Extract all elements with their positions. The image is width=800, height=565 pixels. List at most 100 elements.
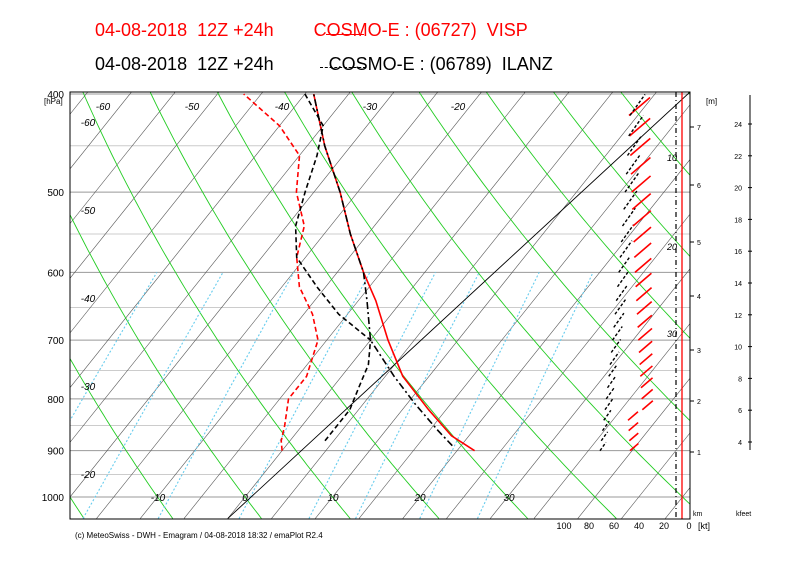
isotherm-line [70, 92, 176, 225]
dry-adiabat-line [418, 92, 690, 422]
mixing-ratio-line [82, 272, 224, 519]
kfeet-tick-label: 4 [738, 440, 742, 447]
kfeet-tick-label: 14 [734, 281, 742, 288]
wind-barb-ilanz [614, 299, 627, 315]
isotherm-label: -60 [96, 102, 111, 113]
height-km-tick-label: 2 [697, 399, 701, 406]
mixing-ratio-line [355, 272, 480, 519]
wind-barb-ilanz [629, 94, 646, 116]
isotherm-line [358, 104, 690, 519]
wind-barb-visp [634, 257, 652, 273]
wind-barb-visp [639, 353, 653, 366]
wind-barb-ilanz [608, 363, 618, 377]
wind-barb-ilanz [624, 172, 640, 193]
wind-barb-ilanz [618, 255, 631, 273]
dry-adiabat-line [70, 357, 174, 519]
isotherm-label: -40 [81, 294, 96, 305]
height-km-tick-label: 1 [697, 450, 701, 457]
emagram-grid [0, 71, 690, 519]
wind-barb-visp [640, 377, 654, 389]
wind-barb-ilanz [610, 338, 622, 353]
isotherm-label: 20 [413, 493, 426, 504]
wind-speed-tick-label: 80 [584, 521, 594, 531]
kfeet-tick-label: 20 [734, 186, 742, 193]
reference-diagonal-line [227, 92, 690, 519]
wind-speed-tick-label: 100 [556, 521, 571, 531]
wind-barb-visp [631, 175, 652, 193]
isotherm-label: 0 [242, 493, 248, 504]
pressure-unit-label: [hPa] [44, 97, 63, 106]
wind-speed-label: 10 [667, 153, 677, 163]
kfeet-tick-label: 18 [734, 217, 742, 224]
dry-adiabat-line [620, 92, 690, 176]
isotherm-label: -10 [151, 493, 166, 504]
kfeet-tick-label: 8 [738, 376, 742, 383]
wind-barb-ilanz [609, 351, 620, 365]
wind-barb-ilanz [615, 285, 628, 302]
wind-barb-visp [628, 96, 651, 117]
isotherm-line [315, 92, 657, 519]
isotherm-label: -50 [81, 206, 96, 217]
wind-barb-visp [629, 137, 651, 157]
legend-line-visp [326, 34, 364, 35]
wind-barb-visp [637, 314, 653, 328]
height-km-tick-label: 7 [697, 125, 701, 132]
wind-barb-visp [641, 400, 654, 411]
dry-adiabat-line [216, 92, 528, 519]
isotherm-line [70, 92, 307, 389]
plot-frame [69, 91, 691, 520]
wind-barb-visp [632, 210, 652, 227]
wind-barb-visp [629, 117, 651, 137]
dewpoint-line-visp [243, 93, 319, 451]
wind-barb-ilanz [628, 115, 644, 137]
height-km-tick-label: 4 [697, 294, 701, 301]
pressure-tick-label: 600 [47, 268, 64, 279]
isotherm-label: -30 [363, 102, 378, 113]
mixing-ratio-line [419, 272, 540, 519]
wind-barb-visp [637, 327, 653, 341]
isotherm-label: 30 [503, 493, 515, 504]
wind-barb-ilanz [605, 387, 615, 400]
mixing-ratio-line [238, 272, 371, 519]
isotherm-line [0, 71, 17, 518]
isotherm-line [70, 92, 395, 498]
pressure-tick-label: 700 [47, 336, 64, 347]
dewpoint-line-ilanz [294, 93, 372, 442]
dry-adiabat-line [149, 92, 440, 519]
wind-barb-ilanz [613, 312, 625, 328]
wind-barb-ilanz [626, 135, 643, 156]
isotherm-label: -20 [451, 102, 466, 113]
wind-barb-visp [628, 432, 639, 442]
height-km-tick-label: 5 [697, 240, 701, 247]
isotherm-label: -20 [81, 470, 96, 481]
wind-barb-ilanz [623, 190, 638, 210]
wind-barb-ilanz [621, 207, 636, 227]
isotherm-line [183, 92, 526, 519]
wind-barb-ilanz [603, 409, 612, 421]
isotherm-line [96, 92, 439, 519]
isotherm-line [271, 92, 614, 519]
wind-barbs [599, 92, 683, 519]
wind-barb-ilanz [599, 441, 607, 452]
height-km-unit-label: km [693, 511, 703, 518]
pressure-tick-label: 900 [47, 447, 64, 458]
wind-speed-tick-label: 0 [686, 521, 691, 531]
wind-barb-ilanz [625, 154, 641, 175]
isotherm-line [446, 213, 690, 519]
dry-adiabat-line [351, 92, 690, 505]
wind-speed-unit-label: [kt] [698, 521, 710, 531]
wind-barb-ilanz [601, 420, 610, 432]
kfeet-tick-label: 6 [738, 408, 742, 415]
kfeet-tick-label: 22 [734, 154, 742, 161]
wind-barb-ilanz [620, 224, 635, 243]
wind-barb-visp [629, 442, 639, 452]
mixing-ratio-line [70, 272, 158, 422]
dry-adiabat-line [687, 92, 690, 96]
profiles [243, 93, 476, 452]
pressure-tick-label: 800 [47, 395, 64, 406]
wind-barb-visp [633, 242, 652, 259]
mixing-ratio-line [308, 272, 436, 519]
isotherm-label: -60 [81, 118, 96, 129]
wind-speed-label: 20 [666, 242, 677, 252]
